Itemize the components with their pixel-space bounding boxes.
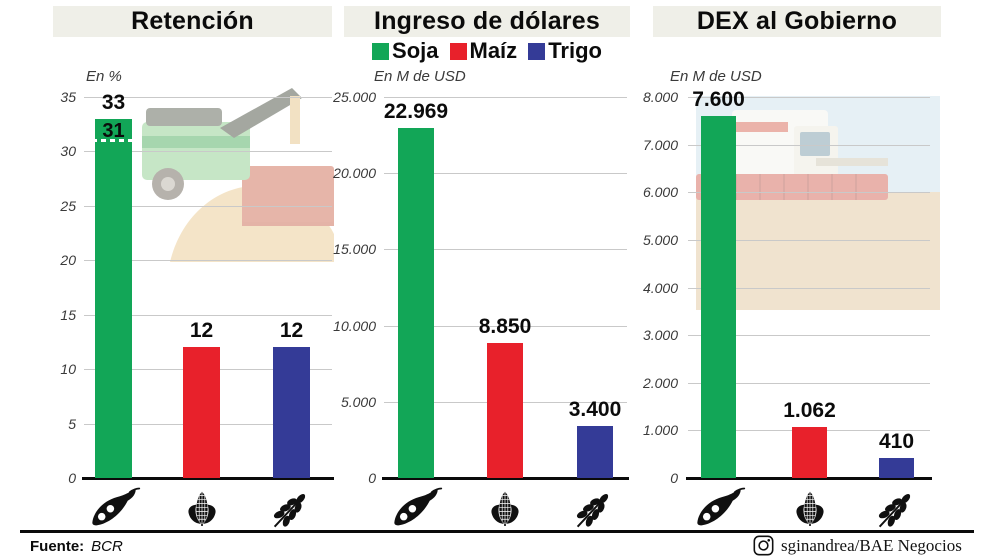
soybean-pod-icon xyxy=(86,483,142,533)
corn-cob-icon xyxy=(477,483,533,533)
bar-value-label: 12 xyxy=(189,319,214,343)
gridline xyxy=(688,335,930,337)
gridline xyxy=(688,239,930,241)
gridline xyxy=(84,314,332,316)
bar-value-label: 410 xyxy=(878,430,915,454)
gridline xyxy=(84,151,332,153)
instagram-icon xyxy=(753,535,774,556)
y-tick-label: 30 xyxy=(60,143,76,160)
y-tick-label: 15 xyxy=(60,306,76,323)
y-tick-label: 25 xyxy=(60,197,76,214)
legend-label: Maíz xyxy=(469,38,518,63)
legend-item-maíz: Maíz xyxy=(449,38,518,64)
y-tick-label: 2.000 xyxy=(642,374,678,391)
gridline xyxy=(84,260,332,262)
gridline xyxy=(688,382,930,384)
source-value: BCR xyxy=(91,538,123,555)
footer-divider xyxy=(20,530,974,533)
chart-title-0: Retención xyxy=(53,6,332,37)
gridline xyxy=(688,192,930,194)
corn-cob-icon xyxy=(174,483,230,533)
x-axis-line-0 xyxy=(82,477,334,480)
bar-value-label: 12 xyxy=(279,319,304,343)
axis-unit-label-0: En % xyxy=(86,68,122,85)
bar-trigo xyxy=(879,458,914,478)
gridline xyxy=(384,97,627,98)
legend-swatch xyxy=(449,42,467,60)
legend-item-trigo: Trigo xyxy=(528,38,602,64)
gridline xyxy=(384,249,627,251)
bar-value-label: 3.400 xyxy=(568,398,622,422)
y-tick-label: 5.000 xyxy=(642,231,678,248)
y-tick-label: 8.000 xyxy=(642,89,678,105)
social-credit: sginandrea/BAE Negocios xyxy=(753,535,962,556)
bar-soja xyxy=(95,118,132,478)
chart-title-1: Ingreso de dólares xyxy=(344,6,630,37)
y-tick-label: 20.000 xyxy=(333,165,376,182)
legend-swatch xyxy=(372,42,390,60)
bar-maíz xyxy=(792,427,827,478)
bar-trigo xyxy=(273,347,310,478)
y-tick-label: 1.000 xyxy=(642,422,678,439)
gridline xyxy=(384,325,627,327)
x-axis-line-2 xyxy=(686,477,932,480)
y-tick-label: 0 xyxy=(68,470,76,486)
y-tick-label: 0 xyxy=(368,470,376,486)
gridline xyxy=(84,205,332,207)
chart-title-2: DEX al Gobierno xyxy=(653,6,941,37)
bar-value-label: 8.850 xyxy=(478,315,532,339)
y-tick-label: 7.000 xyxy=(642,136,678,153)
y-tick-label: 4.000 xyxy=(642,279,678,296)
axis-unit-label-2: En M de USD xyxy=(670,68,762,85)
legend-label: Trigo xyxy=(548,38,602,63)
y-tick-label: 6.000 xyxy=(642,184,678,201)
bar-maíz xyxy=(487,343,523,478)
soybean-pod-icon xyxy=(388,483,444,533)
wheat-ear-icon xyxy=(869,483,925,533)
bar-value-label: 1.062 xyxy=(783,399,836,423)
bar-trigo xyxy=(577,426,613,478)
bar-soja xyxy=(701,116,736,478)
source-label: Fuente: xyxy=(30,538,85,555)
gridline xyxy=(688,287,930,289)
corn-cob-icon xyxy=(782,483,838,533)
gridline xyxy=(84,97,332,98)
gridline xyxy=(384,173,627,175)
x-axis-line-1 xyxy=(382,477,629,480)
bar-soja xyxy=(398,127,434,478)
axis-unit-label-1: En M de USD xyxy=(374,68,466,85)
legend-label: Soja xyxy=(392,38,439,63)
credit-text: sginandrea/BAE Negocios xyxy=(781,535,962,555)
y-tick-label: 10.000 xyxy=(333,317,376,334)
y-tick-label: 5.000 xyxy=(340,393,376,410)
bar-value-label: 22.969 xyxy=(383,99,449,123)
gridline xyxy=(688,97,930,98)
bar-value-label: 33 xyxy=(101,90,126,114)
harvester-photo-right xyxy=(696,96,940,315)
y-tick-label: 25.000 xyxy=(333,89,376,105)
bar-value-label: 7.600 xyxy=(692,88,745,112)
legend: Soja Maíz Trigo xyxy=(344,38,630,64)
y-tick-label: 10 xyxy=(60,361,76,378)
y-tick-label: 20 xyxy=(60,252,76,269)
y-tick-label: 5 xyxy=(68,415,76,432)
y-tick-label: 15.000 xyxy=(333,241,376,258)
legend-swatch xyxy=(528,42,546,60)
annotation-dashed-line xyxy=(92,138,135,142)
wheat-ear-icon xyxy=(567,483,623,533)
wheat-ear-icon xyxy=(264,483,320,533)
harvester-photo-left xyxy=(142,84,334,267)
annotation-label: 31 xyxy=(102,119,125,142)
gridline xyxy=(688,144,930,146)
soybean-pod-icon xyxy=(691,483,747,533)
source-note: Fuente: BCR xyxy=(30,538,123,555)
legend-item-soja: Soja xyxy=(372,38,439,64)
y-tick-label: 35 xyxy=(60,89,76,105)
bar-maíz xyxy=(183,347,220,478)
y-tick-label: 3.000 xyxy=(642,327,678,344)
y-tick-label: 0 xyxy=(670,470,678,486)
